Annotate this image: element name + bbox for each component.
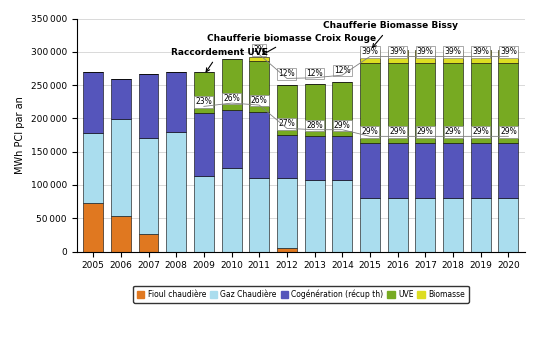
Bar [498, 63, 518, 143]
Bar [498, 143, 518, 198]
Bar [471, 198, 491, 252]
Text: 39%: 39% [500, 48, 517, 56]
Text: 28%: 28% [306, 121, 323, 130]
Text: 29%: 29% [362, 127, 379, 136]
Text: 29%: 29% [500, 127, 517, 136]
Bar [388, 50, 408, 63]
Text: 29%: 29% [334, 121, 350, 130]
Bar [139, 74, 158, 138]
Text: 12%: 12% [279, 70, 295, 78]
Bar [249, 57, 269, 61]
Text: 39%: 39% [389, 48, 406, 56]
Text: 29%: 29% [417, 127, 434, 136]
Bar [83, 133, 103, 203]
Bar [277, 178, 297, 248]
Bar [443, 198, 463, 252]
Text: 2%: 2% [253, 45, 265, 54]
Bar [332, 82, 352, 136]
Bar [194, 176, 214, 252]
Bar [443, 63, 463, 143]
Bar [249, 61, 269, 112]
Bar [194, 113, 214, 176]
Bar [415, 143, 435, 198]
Bar [221, 59, 241, 110]
Bar [498, 50, 518, 63]
Text: 39%: 39% [417, 48, 434, 56]
Bar [360, 50, 380, 63]
Text: 39%: 39% [444, 48, 462, 56]
Bar [305, 84, 325, 136]
Bar [360, 143, 380, 198]
Bar [83, 72, 103, 133]
Bar [415, 50, 435, 63]
Bar [221, 110, 241, 168]
Text: 26%: 26% [251, 96, 268, 105]
Y-axis label: MWh PCI par an: MWh PCI par an [15, 96, 25, 174]
Bar [471, 143, 491, 198]
Text: 27%: 27% [279, 119, 295, 129]
Bar [166, 132, 186, 252]
Text: 12%: 12% [306, 69, 323, 78]
Bar [139, 234, 158, 252]
Bar [111, 79, 131, 119]
Bar [443, 143, 463, 198]
Text: 39%: 39% [362, 48, 379, 56]
Text: 29%: 29% [444, 127, 461, 136]
Bar [388, 198, 408, 252]
Text: Chaufferie biomasse Croix Rouge: Chaufferie biomasse Croix Rouge [207, 34, 376, 55]
Bar [111, 215, 131, 252]
Bar [471, 63, 491, 143]
Bar [360, 63, 380, 143]
Text: Raccordement UVE: Raccordement UVE [171, 48, 267, 72]
Bar [388, 63, 408, 143]
Legend: Fioul chaudière, Gaz Chaudière, Cogénération (récup th), UVE, Biomasse: Fioul chaudière, Gaz Chaudière, Cogénéra… [133, 286, 469, 303]
Bar [415, 198, 435, 252]
Text: 26%: 26% [223, 94, 240, 103]
Bar [249, 178, 269, 252]
Bar [194, 72, 214, 113]
Bar [305, 136, 325, 180]
Bar [305, 180, 325, 252]
Text: 12%: 12% [334, 66, 350, 75]
Bar [277, 135, 297, 178]
Text: 29%: 29% [472, 127, 489, 136]
Text: Chaufferie Biomasse Bissy: Chaufferie Biomasse Bissy [323, 22, 458, 47]
Bar [249, 112, 269, 178]
Bar [360, 198, 380, 252]
Text: 29%: 29% [389, 127, 406, 136]
Bar [111, 119, 131, 215]
Text: 23%: 23% [195, 97, 212, 106]
Bar [139, 138, 158, 234]
Bar [83, 203, 103, 252]
Bar [277, 248, 297, 252]
Bar [332, 136, 352, 180]
Bar [443, 50, 463, 63]
Bar [388, 143, 408, 198]
Bar [471, 50, 491, 63]
Bar [498, 198, 518, 252]
Bar [415, 63, 435, 143]
Bar [166, 72, 186, 132]
Bar [332, 180, 352, 252]
Text: 39%: 39% [472, 48, 489, 56]
Bar [277, 85, 297, 135]
Bar [221, 168, 241, 252]
